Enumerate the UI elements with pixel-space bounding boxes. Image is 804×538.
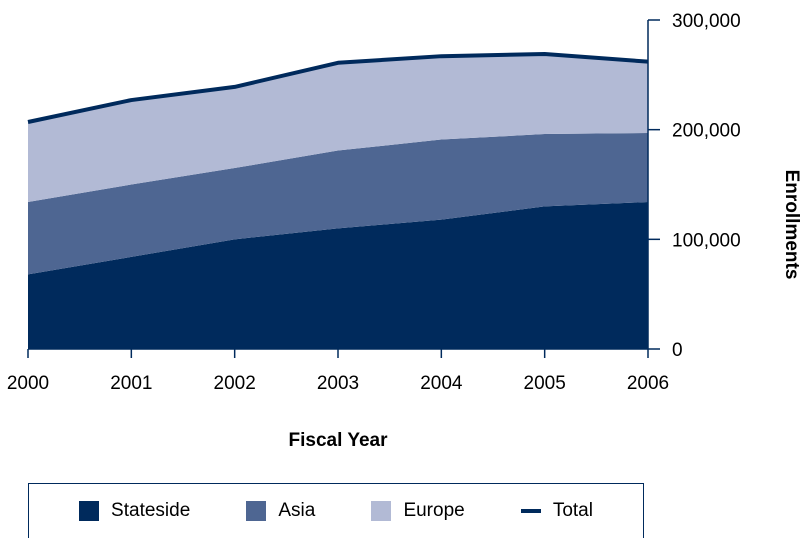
legend-item-total: Total — [521, 500, 593, 522]
x-axis-ticks: 2000 2001 2002 2003 2004 2005 2006 — [7, 349, 669, 394]
legend-label-stateside: Stateside — [111, 500, 190, 522]
legend-item-europe: Europe — [371, 500, 464, 522]
x-tick-label: 2003 — [317, 373, 359, 394]
y-tick-label: 100,000 — [672, 230, 741, 251]
chart-legend: Stateside Asia Europe Total — [28, 483, 644, 538]
legend-item-asia: Asia — [246, 500, 315, 522]
y-tick-label: 200,000 — [672, 121, 741, 142]
y-tick-label: 0 — [672, 340, 683, 361]
legend-label-total: Total — [553, 500, 593, 522]
x-tick-label: 2002 — [214, 373, 256, 394]
y-axis-ticks: 0 100,000 200,000 300,000 — [648, 11, 741, 361]
y-tick-label: 300,000 — [672, 11, 741, 32]
x-tick-label: 2000 — [7, 373, 49, 394]
legend-label-asia: Asia — [278, 500, 315, 522]
x-tick-label: 2001 — [110, 373, 152, 394]
legend-item-stateside: Stateside — [79, 500, 190, 522]
legend-swatch-asia — [246, 501, 266, 521]
x-tick-label: 2004 — [420, 373, 463, 394]
legend-label-europe: Europe — [403, 500, 464, 522]
enrollment-area-chart: 2000 2001 2002 2003 2004 2005 2006 0 100,000 200… — [0, 0, 804, 480]
x-tick-label: 2006 — [627, 373, 669, 394]
area-layers — [28, 54, 648, 349]
legend-swatch-total — [521, 509, 541, 513]
x-tick-label: 2005 — [524, 373, 566, 394]
legend-swatch-europe — [371, 501, 391, 521]
x-axis-title: Fiscal Year — [289, 430, 389, 451]
legend-swatch-stateside — [79, 501, 99, 521]
y-axis-title: Enrollments — [781, 170, 802, 280]
